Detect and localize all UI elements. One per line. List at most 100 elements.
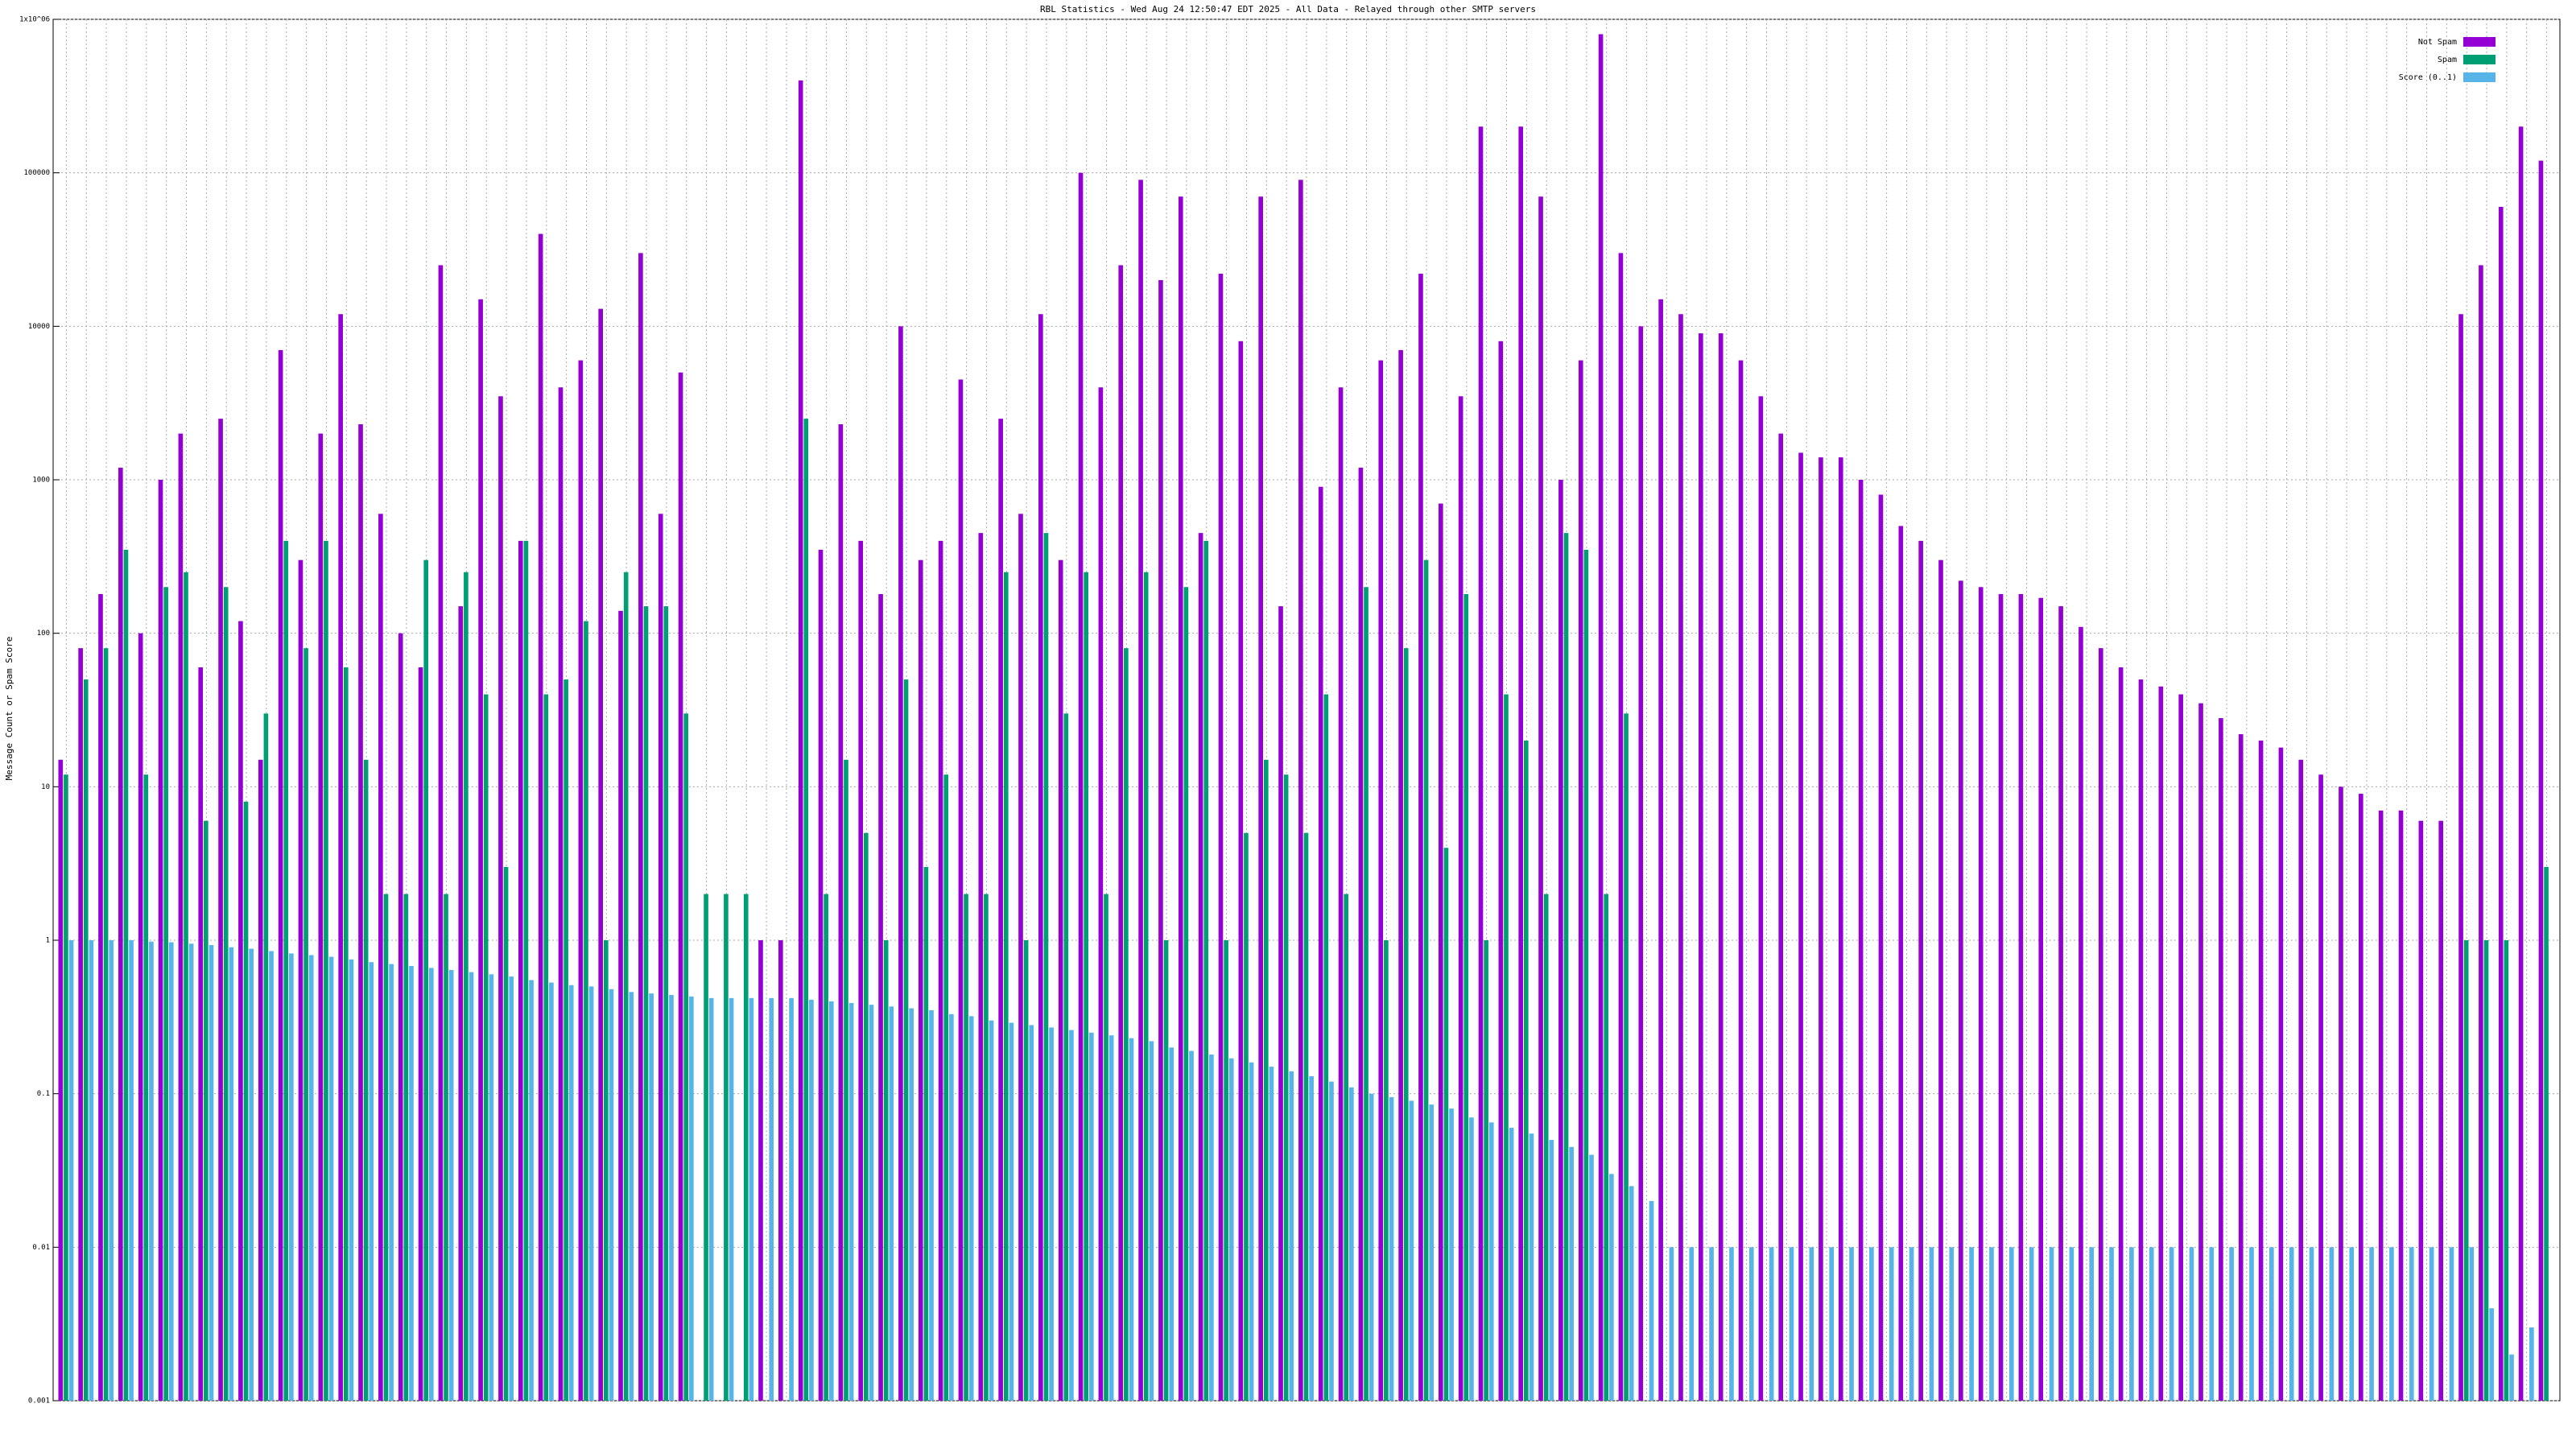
bar xyxy=(2469,1247,2475,1401)
bar xyxy=(289,953,294,1401)
bar xyxy=(1484,940,1488,1401)
bar xyxy=(1718,333,1724,1402)
bar xyxy=(1629,1186,1634,1401)
bar xyxy=(328,956,334,1401)
bar xyxy=(2129,1247,2134,1401)
bar xyxy=(669,994,674,1401)
bar xyxy=(2219,718,2223,1401)
bar xyxy=(1063,713,1069,1401)
bar xyxy=(1389,1096,1394,1401)
bar xyxy=(498,396,503,1401)
bar xyxy=(1344,894,1349,1401)
bar xyxy=(1198,533,1203,1401)
bar xyxy=(1809,1247,1814,1401)
bar xyxy=(663,606,669,1401)
bar xyxy=(1838,457,1843,1402)
bar xyxy=(1478,126,1484,1402)
bar xyxy=(1163,940,1169,1401)
bar xyxy=(458,606,464,1401)
bar xyxy=(1969,1247,1974,1401)
bar xyxy=(2318,774,2323,1401)
bar xyxy=(1789,1247,1794,1401)
bar xyxy=(2369,1247,2374,1401)
bar xyxy=(538,233,543,1402)
bar xyxy=(1088,1032,1094,1401)
bar xyxy=(298,559,303,1401)
bar xyxy=(2029,1247,2034,1401)
bar xyxy=(343,667,349,1401)
bar xyxy=(2109,1247,2114,1401)
bar xyxy=(1689,1247,1695,1401)
bar xyxy=(109,940,114,1401)
bar xyxy=(1003,572,1009,1402)
bar xyxy=(2158,686,2164,1401)
bar xyxy=(749,997,754,1401)
bar xyxy=(2398,810,2404,1401)
bar xyxy=(1238,341,1244,1402)
bar xyxy=(238,621,243,1401)
bar xyxy=(1203,540,1209,1401)
bar xyxy=(778,940,783,1401)
bar xyxy=(303,648,308,1401)
bar xyxy=(1669,1247,1674,1401)
bar xyxy=(549,982,554,1401)
bar xyxy=(2198,703,2203,1401)
bar xyxy=(683,713,689,1401)
y-tick-label: 0.1 xyxy=(37,1090,50,1098)
bar xyxy=(2018,593,2024,1401)
bar xyxy=(848,1002,854,1401)
bar xyxy=(1209,1054,1214,1401)
bar xyxy=(1898,526,1904,1401)
bar xyxy=(1084,572,1088,1402)
bar xyxy=(1038,314,1043,1402)
bar xyxy=(1709,1247,1714,1401)
bar xyxy=(204,820,208,1401)
bar xyxy=(883,940,889,1401)
bar xyxy=(1858,480,1864,1401)
bar xyxy=(789,997,794,1401)
bar xyxy=(429,968,434,1401)
bar xyxy=(2349,1247,2355,1401)
bar xyxy=(409,965,414,1401)
bar xyxy=(1409,1100,1414,1401)
bar xyxy=(2309,1247,2314,1401)
bar xyxy=(2544,867,2549,1401)
bar xyxy=(678,372,683,1401)
bar xyxy=(64,774,68,1401)
bar xyxy=(2289,1247,2294,1401)
bar xyxy=(263,713,269,1401)
bar xyxy=(1989,1247,1994,1401)
bar xyxy=(1138,180,1143,1401)
bar xyxy=(1729,1247,1734,1401)
bar xyxy=(2058,606,2063,1401)
bar xyxy=(503,867,509,1401)
bar xyxy=(1009,1022,1014,1401)
bar xyxy=(1423,559,1429,1401)
bar xyxy=(389,964,394,1401)
bar xyxy=(1658,299,1663,1402)
bar xyxy=(223,587,229,1401)
bar xyxy=(1118,265,1124,1401)
bar xyxy=(1263,759,1269,1401)
bar xyxy=(418,667,423,1401)
bar xyxy=(2458,314,2463,1402)
bar xyxy=(2079,626,2083,1401)
bar xyxy=(1638,326,1644,1401)
bar xyxy=(623,572,629,1402)
bar xyxy=(89,940,94,1401)
bar xyxy=(2479,265,2483,1401)
bar xyxy=(1244,832,1249,1401)
bar xyxy=(68,940,74,1401)
bar xyxy=(78,648,83,1401)
bar xyxy=(1018,514,1023,1402)
bar xyxy=(2329,1247,2334,1401)
bar xyxy=(638,253,643,1402)
bar xyxy=(218,419,223,1401)
bar xyxy=(1338,387,1344,1401)
bar xyxy=(858,540,864,1401)
bar xyxy=(1049,1027,1054,1401)
bar xyxy=(403,894,409,1401)
bar xyxy=(2359,794,2363,1401)
bar xyxy=(2389,1247,2394,1401)
